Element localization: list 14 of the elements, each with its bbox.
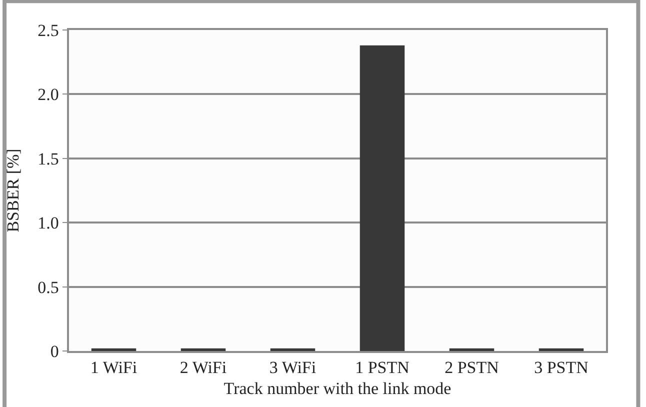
y-tick-label: 2.0	[38, 85, 59, 104]
y-tick-label: 2.5	[38, 20, 59, 40]
x-tick-label: 2 WiFi	[180, 358, 227, 378]
x-tick-label: 3 PSTN	[534, 358, 588, 378]
x-tick-label: 3 WiFi	[269, 358, 316, 378]
x-tick-label: 1 PSTN	[355, 358, 410, 378]
x-tick-label: 2 PSTN	[444, 358, 499, 378]
y-tick-label: 1.5	[38, 149, 59, 168]
x-axis-title: Track number with the link mode	[224, 379, 452, 398]
y-tick-label: 1.0	[38, 214, 59, 233]
y-axis-title: BSBER [%]	[4, 148, 23, 232]
y-tick-label: 0.5	[38, 278, 59, 297]
y-tick-label: 0	[50, 342, 59, 361]
x-tick-label: 1 WiFi	[90, 358, 138, 378]
